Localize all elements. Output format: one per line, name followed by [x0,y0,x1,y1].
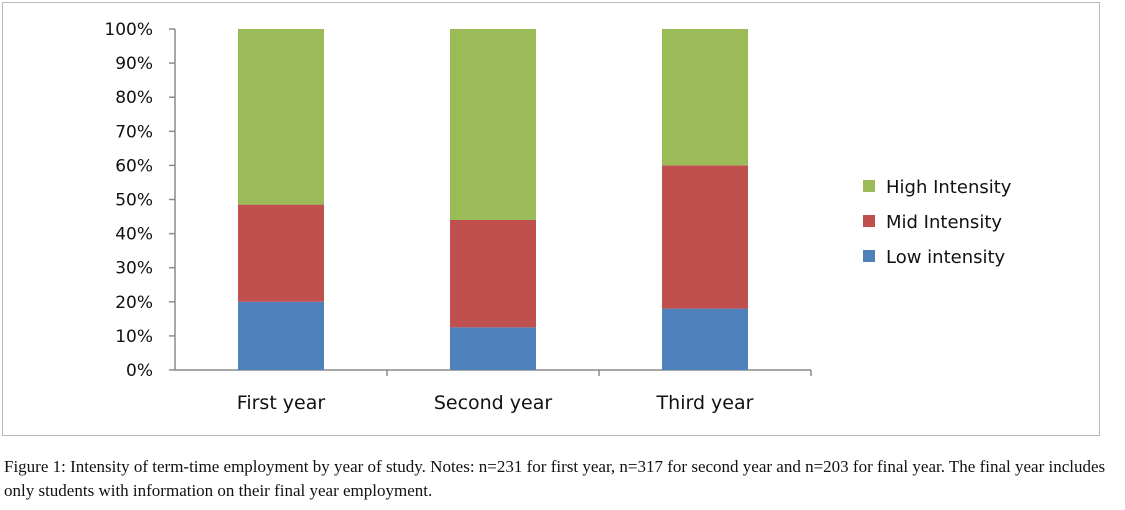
legend-swatch [863,180,875,192]
stacked-bar-chart: 0% 10% 20% 30% 40% 50% 60% 70% 80% 90% 100% First … [104,20,1012,414]
y-tick-label: 10% [115,327,153,347]
y-tick-label: 30% [115,259,153,279]
chart-frame: 0% 10% 20% 30% 40% 50% 60% 70% 80% 90% 100% First … [2,2,1100,436]
bar-segment-mid-intensity [238,204,324,302]
x-category-label: Third year [656,392,754,414]
bar-segment-mid-intensity [662,165,748,309]
caption-label: Figure 1: [4,457,66,476]
legend: High Intensity Mid Intensity Low intensity [863,177,1012,268]
y-tick-label: 90% [115,54,153,74]
y-tick-label: 50% [115,191,153,211]
y-tick-label: 20% [115,293,153,313]
legend-swatch [863,250,875,262]
bar-segment-low-intensity [662,308,748,370]
bar-segment-high-intensity [238,29,324,205]
legend-label: High Intensity [886,177,1012,198]
bar-segment-low-intensity [238,301,324,370]
y-tick-label: 100% [104,20,153,40]
legend-swatch [863,215,875,227]
y-tick-label: 80% [115,88,153,108]
bar-segment-high-intensity [662,29,748,166]
caption-text: Intensity of term-time employment by yea… [4,457,1106,500]
bar-segment-high-intensity [450,29,536,220]
bar-segment-mid-intensity [450,219,536,328]
x-category-labels: First year Second year Third year [237,392,754,414]
y-tick-label: 40% [115,225,153,245]
y-tick-label: 0% [126,361,153,381]
y-tick-label: 70% [115,122,153,142]
x-category-label: First year [237,392,326,414]
figure-caption: Figure 1: Intensity of term-time employm… [4,455,1122,503]
x-category-label: Second year [434,392,553,414]
legend-label: Mid Intensity [886,212,1002,233]
legend-label: Low intensity [886,247,1006,268]
y-tick-label: 60% [115,156,153,176]
bar-segment-low-intensity [450,327,536,370]
bars [238,29,748,370]
y-ticks: 0% 10% 20% 30% 40% 50% 60% 70% 80% 90% 100% [104,20,175,381]
